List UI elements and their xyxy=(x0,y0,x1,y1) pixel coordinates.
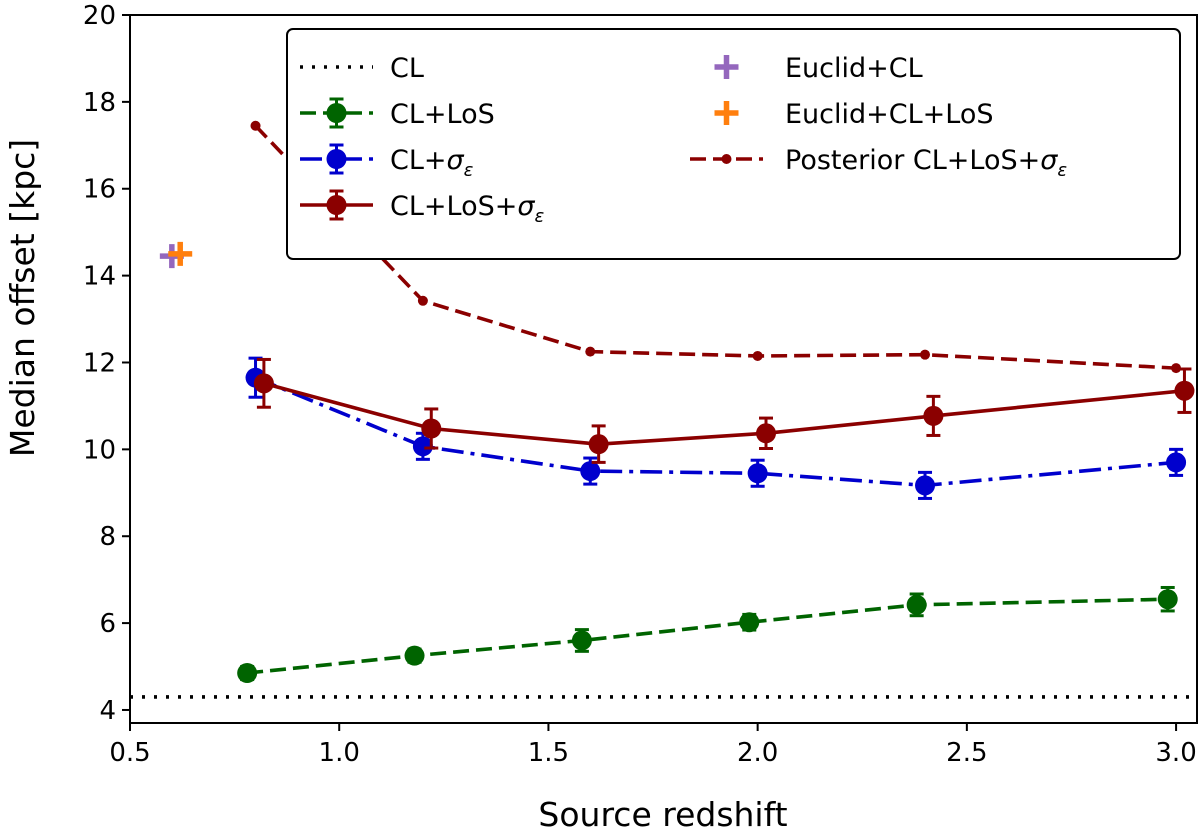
legend-label-euclid-cl-los: Euclid+CL+LoS xyxy=(785,99,994,130)
point-cl- xyxy=(412,436,433,457)
point-cl- xyxy=(1166,452,1187,473)
plot-area xyxy=(130,120,1197,699)
series-line-cl- xyxy=(254,376,1177,488)
point-cl-los xyxy=(237,663,258,684)
point-cl- xyxy=(915,475,936,496)
legend-label-euclid-cl: Euclid+CL xyxy=(785,53,923,84)
point-cl-los- xyxy=(1174,380,1195,401)
series-line-cl-los xyxy=(246,597,1168,675)
point-posterior-cl-los- xyxy=(1171,363,1182,374)
y-tick-label: 16 xyxy=(83,175,116,205)
point-cl-los xyxy=(906,594,927,615)
point-cl-los xyxy=(571,630,592,651)
point-cl- xyxy=(747,463,768,484)
y-tick-label: 8 xyxy=(99,522,116,552)
point-posterior-cl-los- xyxy=(752,350,763,361)
legend-marker-posterior-cl-los- xyxy=(721,154,732,164)
series-line-posterior-cl-los- xyxy=(254,124,1177,370)
x-tick-label: 3.0 xyxy=(1155,738,1196,768)
point-cl-los- xyxy=(756,423,777,444)
y-tick-label: 20 xyxy=(83,1,116,31)
y-tick-label: 4 xyxy=(99,696,116,726)
x-tick-label: 2.0 xyxy=(737,738,778,768)
legend-marker-cl-los xyxy=(326,103,347,123)
y-tick-label: 10 xyxy=(83,435,116,465)
axes-frame xyxy=(129,14,1198,724)
y-axis-title: Median offset [kpc] xyxy=(3,139,42,457)
y-tick-label: 18 xyxy=(83,88,116,118)
series-line-cl-los- xyxy=(263,381,1185,446)
point-cl-los- xyxy=(421,418,442,439)
x-tick-label: 2.5 xyxy=(946,738,987,768)
y-tick-label: 6 xyxy=(99,609,116,639)
legend-label-cl-los: CL+LoS xyxy=(390,99,495,130)
y-tick-label: 14 xyxy=(83,262,116,292)
point-posterior-cl-los- xyxy=(920,349,931,360)
point-posterior-cl-los- xyxy=(585,346,596,357)
legend-label-cl-: CL+σε xyxy=(390,145,474,181)
point-cl-los xyxy=(404,645,425,666)
point-euclid-cl-los xyxy=(168,241,193,266)
legend-label-cl-los-: CL+LoS+σε xyxy=(390,191,545,227)
legend-marker-cl- xyxy=(326,149,347,169)
legend: CL CL+LoS CL+σε CL+LoS+σε Euclid+CL Euclid+CL… xyxy=(286,28,1181,260)
point-posterior-cl-los- xyxy=(417,295,428,306)
point-cl-los- xyxy=(588,434,609,455)
legend-label-posterior-cl-los-: Posterior CL+LoS+σε xyxy=(785,145,1067,181)
series-group xyxy=(130,120,1197,699)
legend-marker-cl-los- xyxy=(326,195,347,215)
point-cl-los xyxy=(1157,589,1178,610)
y-tick-label: 12 xyxy=(83,348,116,378)
axes: 0.5 1.0 1.5 2.0 2.5 3.0 4 6 8 10 12 14 16 18 20 xyxy=(83,1,1198,768)
legend-label-cl: CL xyxy=(390,53,424,84)
point-cl-los- xyxy=(923,405,944,426)
x-tick-label: 0.5 xyxy=(109,738,150,768)
point-cl-los xyxy=(739,612,760,633)
point-cl-los- xyxy=(253,373,274,394)
legend-box xyxy=(286,28,1181,260)
x-axis-title: Source redshift xyxy=(538,795,787,834)
x-tick-label: 1.5 xyxy=(528,738,569,768)
legend-marker-euclid-cl-los xyxy=(714,101,739,125)
x-tick-label: 1.0 xyxy=(319,738,360,768)
point-posterior-cl-los- xyxy=(250,120,261,131)
point-cl- xyxy=(580,461,601,482)
legend-marker-euclid-cl xyxy=(714,55,739,79)
